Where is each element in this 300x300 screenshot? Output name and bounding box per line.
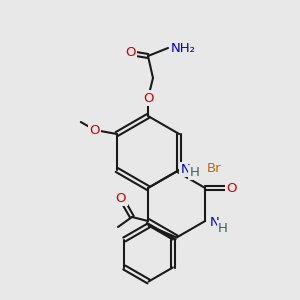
Text: H: H <box>218 221 228 235</box>
Text: H: H <box>190 166 200 179</box>
Text: Br: Br <box>207 161 222 175</box>
Text: N: N <box>209 217 219 230</box>
Text: O: O <box>90 124 100 136</box>
Text: O: O <box>226 182 236 194</box>
Text: N: N <box>181 163 190 176</box>
Text: O: O <box>125 46 135 59</box>
Text: O: O <box>143 92 153 104</box>
Text: O: O <box>116 191 126 205</box>
Text: NH₂: NH₂ <box>171 41 196 55</box>
